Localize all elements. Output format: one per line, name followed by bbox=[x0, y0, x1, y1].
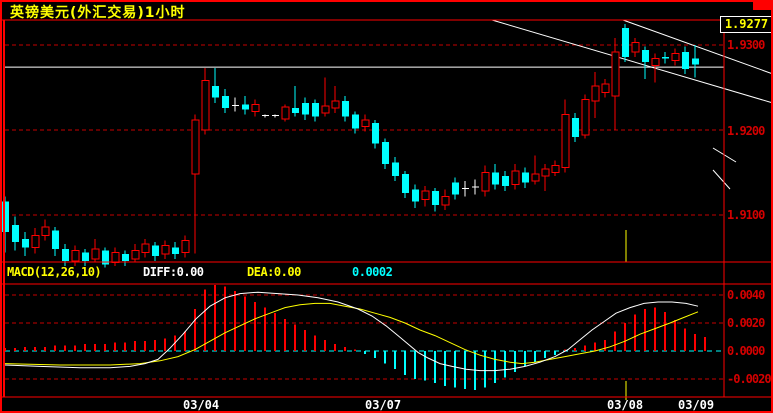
dea-line bbox=[4, 302, 699, 366]
axis-date-label: 03/08 bbox=[607, 398, 644, 412]
axis-price-label: 1.9100 bbox=[727, 208, 765, 222]
axis-date-label: 03/09 bbox=[678, 398, 715, 412]
current-price-box: 1.9277 bbox=[720, 16, 773, 33]
candlesticks bbox=[2, 23, 699, 268]
indicator-bar: MACD(12,26,10) DIFF:0.00 DEA:0.00 0.0002 bbox=[0, 265, 724, 283]
macd-bar-value-label: 0.0002 bbox=[352, 265, 393, 279]
axis-price-label: 0.0000 bbox=[727, 344, 765, 358]
axis-price-label: 1.9300 bbox=[727, 38, 765, 52]
dea-value-label: DEA:0.00 bbox=[247, 265, 301, 279]
axis-price-label: 0.0020 bbox=[727, 316, 765, 330]
axis-date-label: 03/07 bbox=[365, 398, 402, 412]
window-corner-accent bbox=[753, 0, 773, 10]
axis-date-label: 03/04 bbox=[183, 398, 220, 412]
axis-price-label: 0.0040 bbox=[727, 288, 765, 302]
macd-params-label: MACD(12,26,10) bbox=[7, 265, 102, 279]
axis-price-label: 1.9200 bbox=[727, 124, 765, 138]
window-title: 英镑美元(外汇交易)1小时 bbox=[10, 5, 186, 21]
macd-histogram bbox=[4, 285, 706, 391]
axis-price-label: -0.0020 bbox=[727, 372, 772, 386]
panel-borders bbox=[2, 19, 771, 398]
diff-value-label: DIFF:0.00 bbox=[143, 265, 204, 279]
diff-line bbox=[4, 291, 699, 372]
analysis-lines bbox=[4, 19, 773, 190]
macd-lines bbox=[4, 291, 699, 372]
